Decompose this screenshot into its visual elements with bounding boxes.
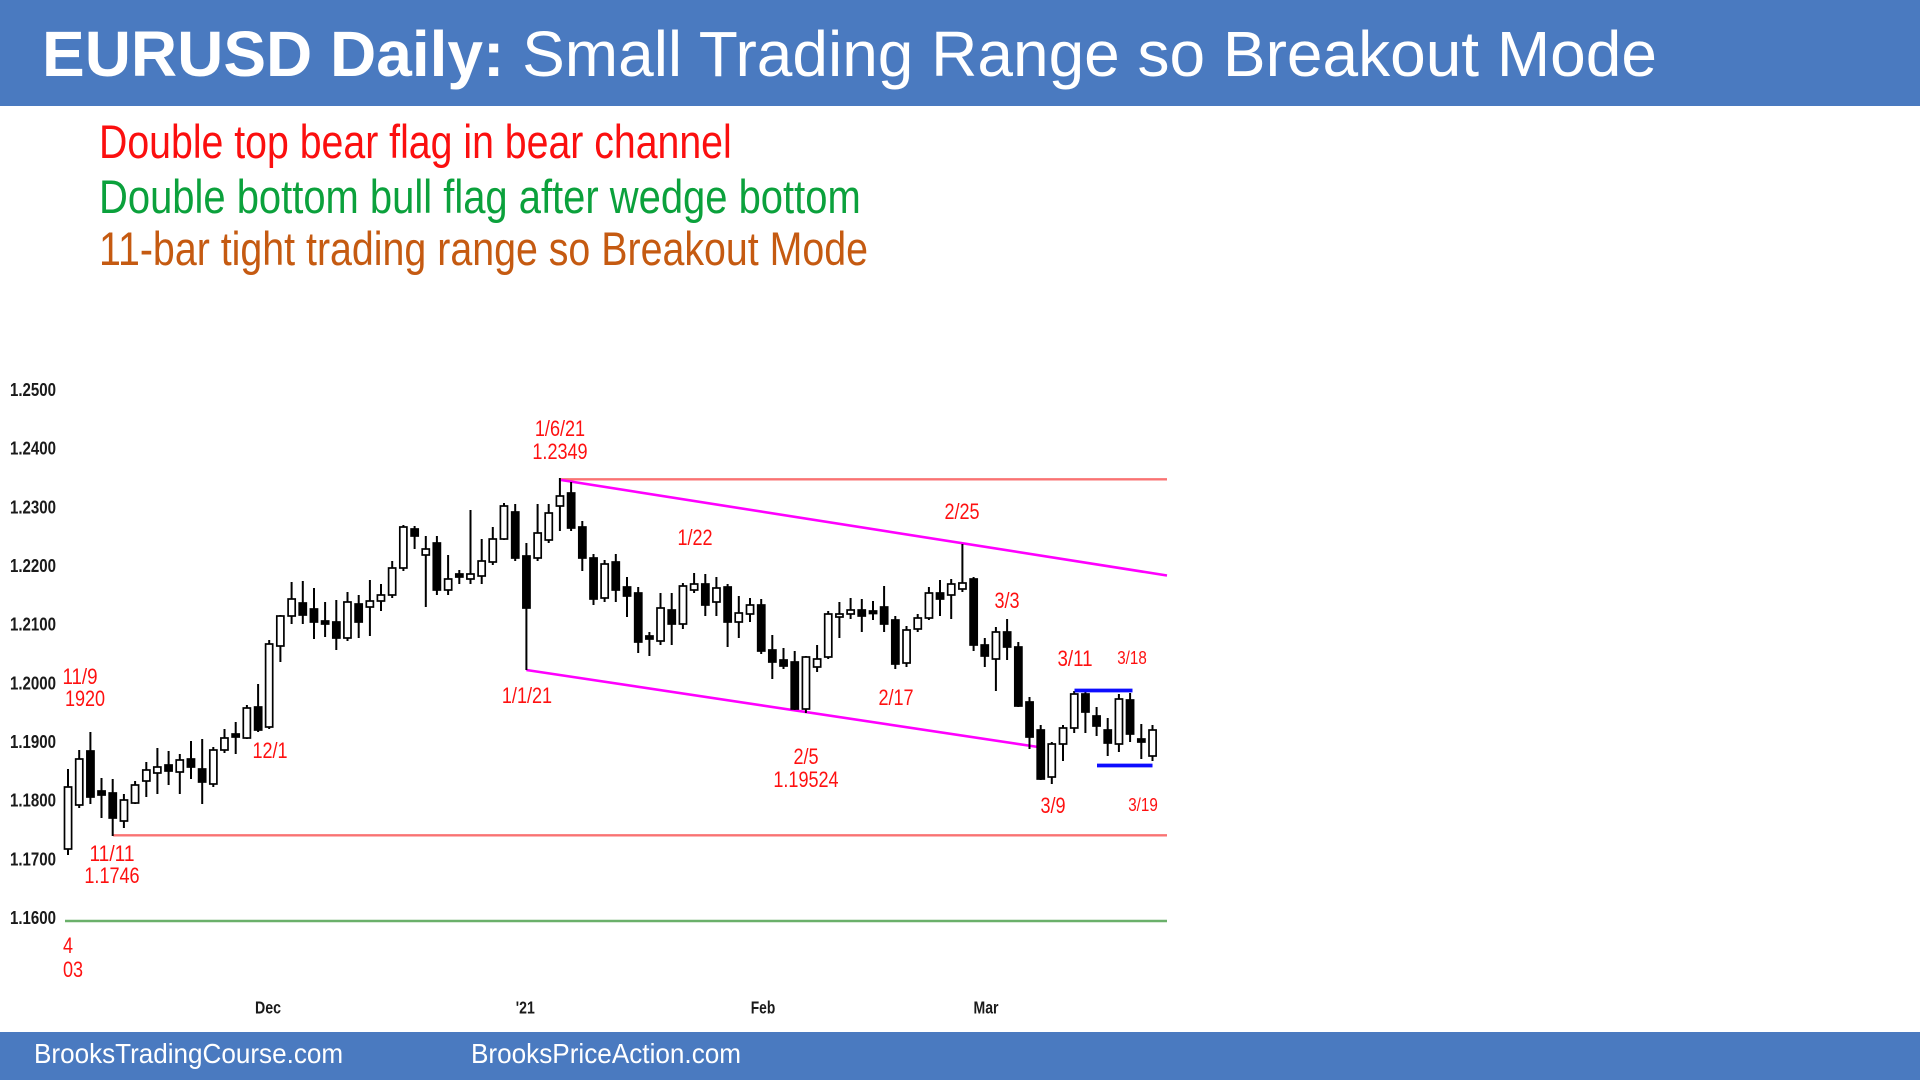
svg-text:11/9: 11/9	[62, 664, 97, 689]
svg-text:1.2000: 1.2000	[10, 672, 56, 693]
svg-text:1.1746: 1.1746	[84, 863, 139, 888]
svg-text:1.1600: 1.1600	[10, 907, 56, 928]
svg-text:1/22: 1/22	[677, 525, 712, 550]
svg-text:1/6/21: 1/6/21	[535, 416, 585, 441]
svg-text:3/19: 3/19	[1128, 794, 1158, 815]
svg-text:1920: 1920	[65, 686, 105, 711]
svg-text:1.2500: 1.2500	[10, 379, 56, 400]
svg-text:'21: '21	[516, 998, 535, 1018]
svg-text:1.2349: 1.2349	[532, 439, 587, 464]
svg-text:1/1/21: 1/1/21	[502, 683, 552, 708]
svg-text:2/17: 2/17	[878, 685, 913, 710]
svg-text:11/11: 11/11	[89, 841, 134, 866]
svg-text:1.2300: 1.2300	[10, 496, 56, 517]
svg-text:1.1700: 1.1700	[10, 848, 56, 869]
svg-text:1.2200: 1.2200	[10, 555, 56, 576]
svg-text:1.1900: 1.1900	[10, 731, 56, 752]
svg-text:3/9: 3/9	[1040, 793, 1065, 818]
svg-text:1.19524: 1.19524	[773, 767, 838, 792]
svg-text:1.1800: 1.1800	[10, 790, 56, 811]
svg-text:Feb: Feb	[751, 998, 776, 1018]
svg-text:12/1: 12/1	[252, 738, 287, 763]
svg-text:3/18: 3/18	[1117, 647, 1147, 668]
svg-text:03: 03	[63, 957, 83, 982]
svg-text:3/11: 3/11	[1057, 646, 1092, 671]
svg-text:1.2100: 1.2100	[10, 614, 56, 635]
svg-text:Mar: Mar	[974, 998, 999, 1018]
svg-text:2/25: 2/25	[944, 499, 979, 524]
svg-text:2/5: 2/5	[793, 744, 818, 769]
svg-text:4: 4	[63, 933, 73, 958]
svg-text:1.2400: 1.2400	[10, 438, 56, 459]
svg-text:3/3: 3/3	[994, 588, 1019, 613]
svg-text:Dec: Dec	[255, 998, 281, 1018]
